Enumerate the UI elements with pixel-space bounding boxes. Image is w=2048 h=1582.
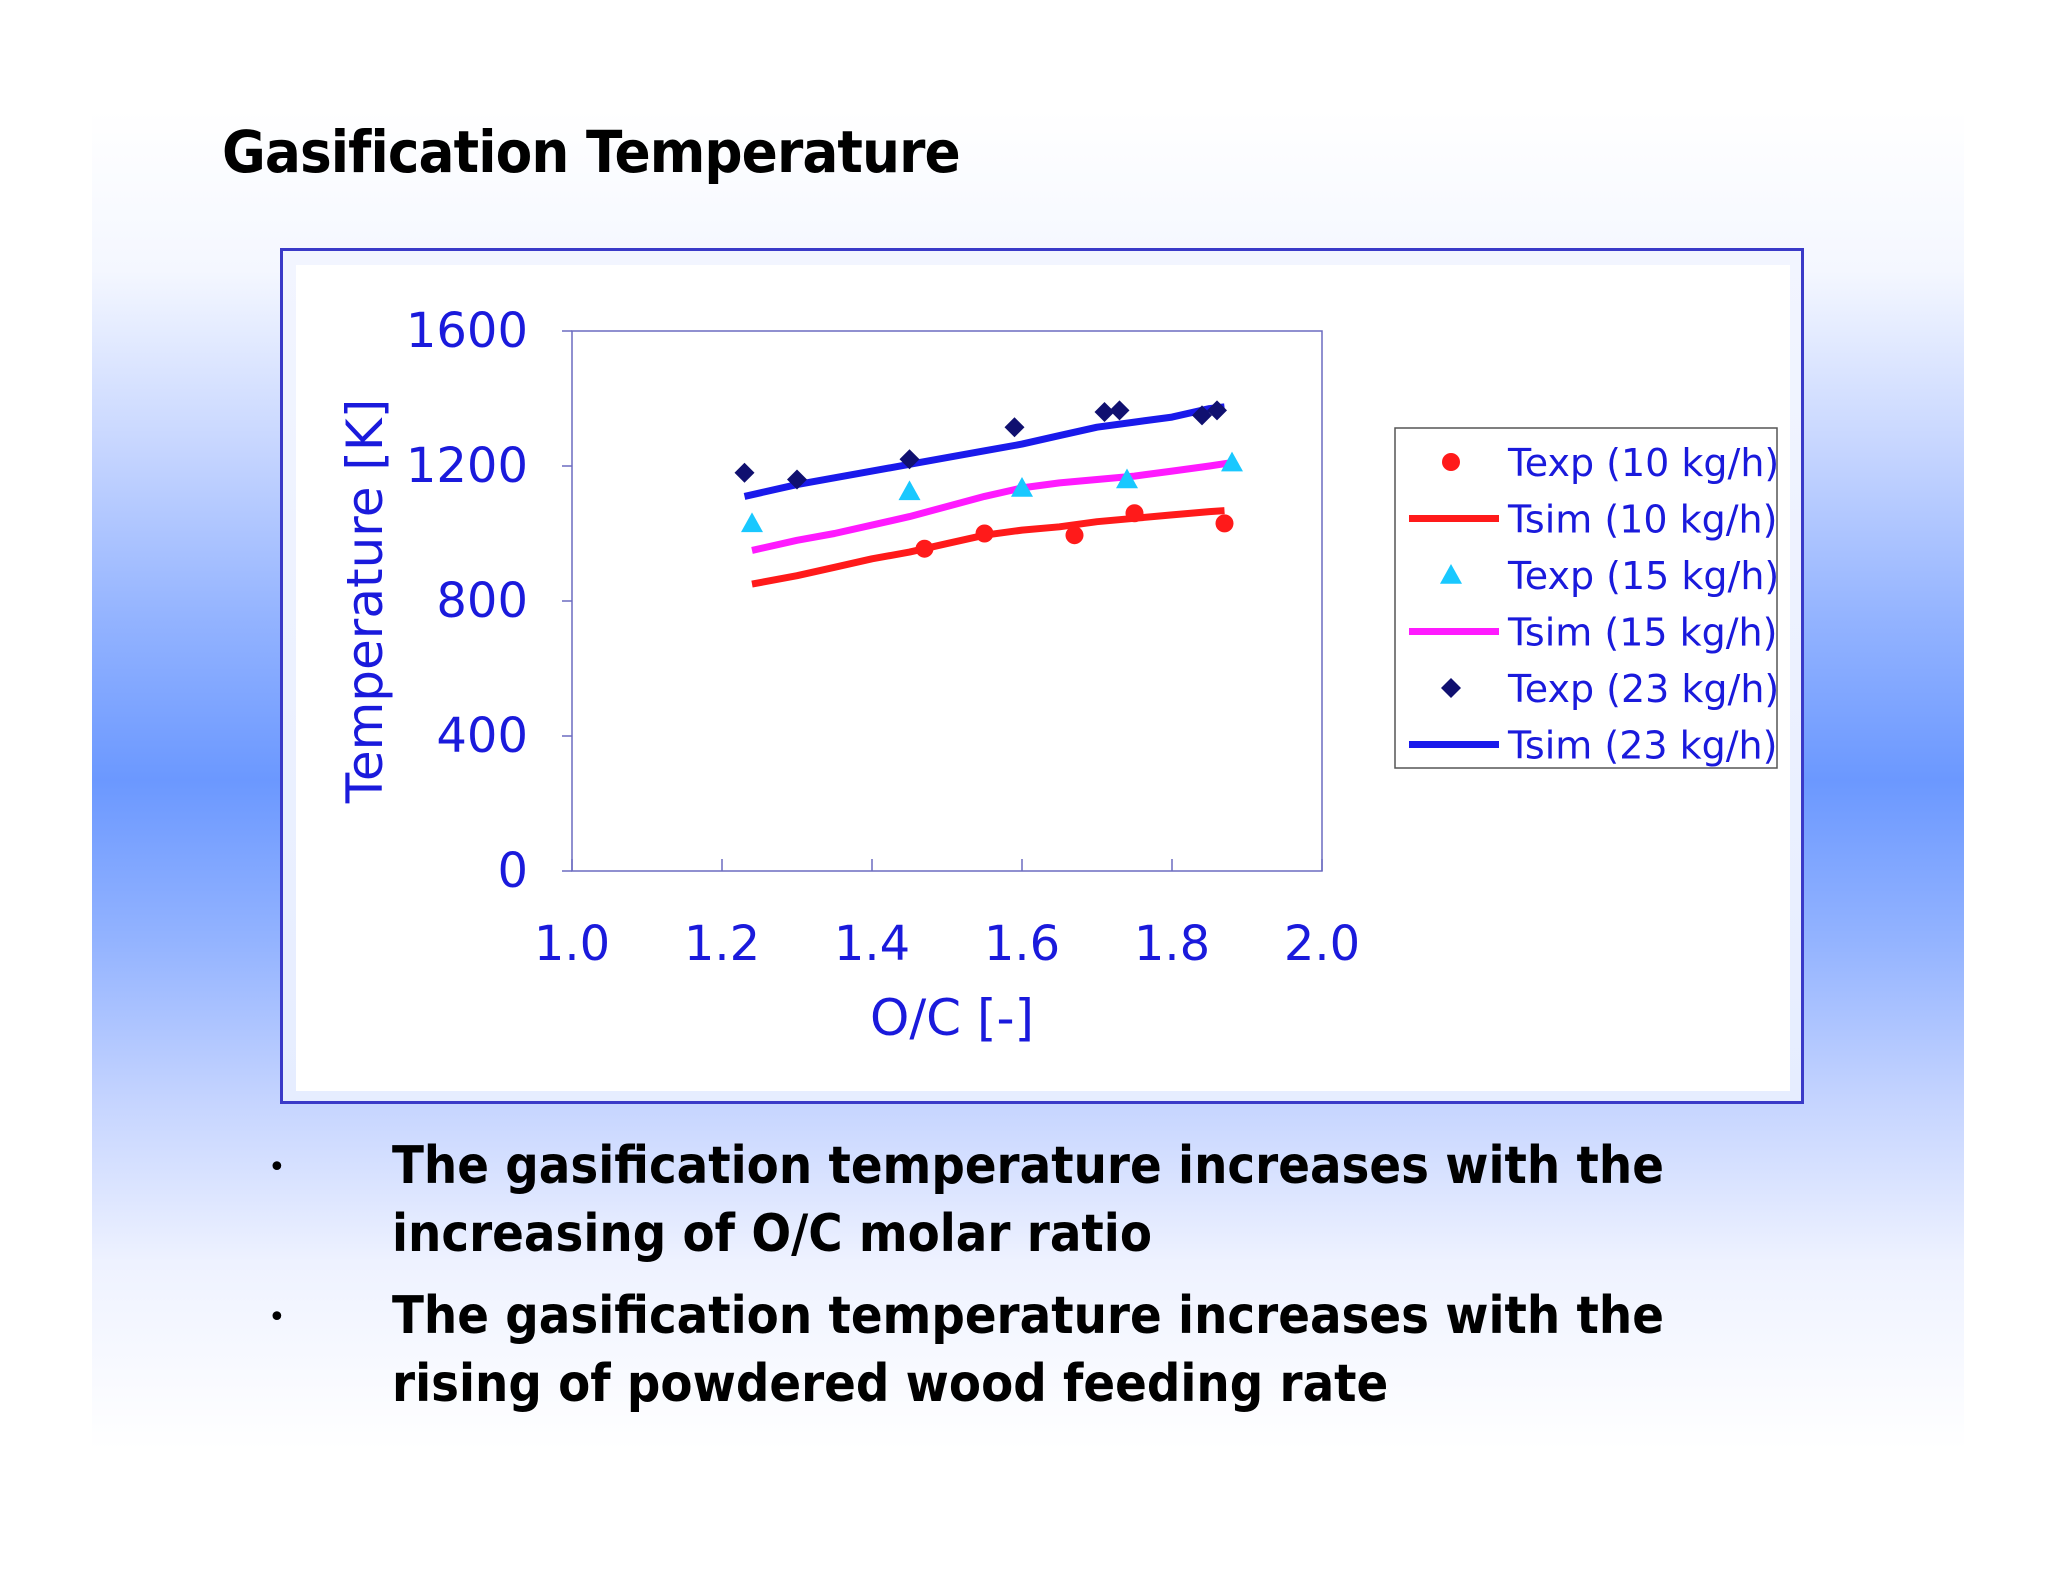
data-point: [975, 524, 994, 543]
bullet-text-2: The gasification temperature increases w…: [392, 1286, 1664, 1414]
y-tick-label: 1600: [406, 303, 528, 359]
legend-marker: [1440, 564, 1462, 584]
x-tick-label: 1.4: [834, 916, 910, 972]
x-axis-title: O/C [-]: [870, 989, 1034, 1047]
data-point: [1116, 468, 1138, 489]
legend-label: Tsim (15 kg/h): [1507, 611, 1777, 655]
y-tick-label: 800: [436, 573, 528, 629]
slide-title: Gasification Temperature: [222, 118, 961, 186]
y-axis-title: Temperature [K]: [336, 399, 394, 804]
series-line-1: [751, 507, 1225, 588]
bullet-marker: •: [268, 1150, 286, 1185]
data-point: [1109, 400, 1130, 421]
legend-label: Tsim (23 kg/h): [1507, 724, 1777, 768]
x-tick-label: 1.8: [1134, 916, 1210, 972]
x-tick-label: 1.2: [684, 916, 760, 972]
data-point: [1207, 400, 1227, 421]
bullet-text-1: The gasification temperature increases w…: [392, 1136, 1664, 1264]
data-point: [899, 449, 920, 470]
data-point: [741, 512, 763, 533]
legend-box: [1394, 427, 1778, 769]
data-point: [787, 469, 807, 490]
data-point: [1004, 417, 1025, 438]
series-line-5: [743, 403, 1225, 500]
legend-label: Tsim (10 kg/h): [1507, 498, 1777, 542]
data-point: [1221, 451, 1243, 472]
data-point: [1125, 504, 1144, 523]
legend-marker: [1441, 678, 1461, 698]
y-tick-label: 0: [497, 843, 528, 899]
series-line-3: [751, 459, 1233, 554]
legend-label: Texp (23 kg/h): [1507, 667, 1779, 711]
x-tick-label: 1.0: [534, 916, 610, 972]
data-point: [1011, 476, 1033, 497]
data-point: [1094, 402, 1115, 422]
data-point: [734, 462, 755, 483]
legend-label: Texp (10 kg/h): [1507, 441, 1779, 485]
data-point: [1065, 526, 1084, 545]
x-tick-label: 2.0: [1284, 916, 1360, 972]
data-point: [915, 539, 934, 558]
y-tick-label: 400: [436, 708, 528, 764]
data-point: [898, 480, 921, 501]
bullet-marker: •: [268, 1300, 286, 1335]
x-tick-label: 1.6: [984, 916, 1060, 972]
data-point: [1215, 514, 1234, 533]
legend-label: Texp (15 kg/h): [1507, 554, 1779, 598]
legend-marker: [1442, 453, 1460, 471]
data-point: [1192, 405, 1212, 426]
y-tick-label: 1200: [406, 438, 528, 494]
